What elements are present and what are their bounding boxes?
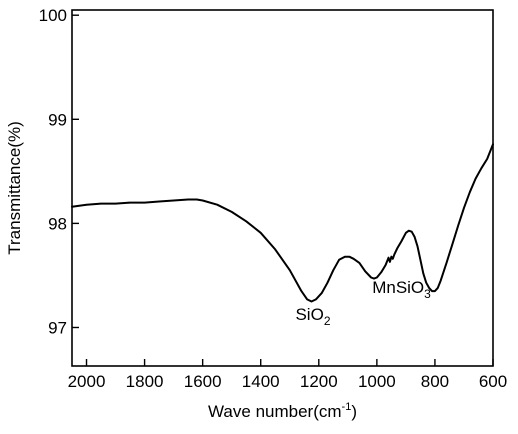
x-tick-label: 2000 [68,372,106,391]
tick-marks [72,14,494,366]
x-tick-label: 1200 [300,372,338,391]
y-tick-label: 97 [48,318,67,337]
mnsio3-peak-label: MnSiO3 [372,278,431,301]
plot-frame [71,9,494,367]
x-tick-label: 1000 [358,372,396,391]
axes [71,9,494,367]
y-axis-title: Transmittance(%) [5,121,24,255]
x-tick-label: 1600 [184,372,222,391]
y-tick-label: 99 [48,110,67,129]
sio2-peak-label: SiO2 [295,305,330,328]
x-axis-title-superscript: -1 [342,401,352,413]
series-line [71,143,494,303]
x-tick-label: 800 [421,372,449,391]
x-tick-label: 600 [479,372,507,391]
x-axis-title-text: Wave number(cm [208,402,342,421]
series-layer [71,143,494,303]
x-axis-title: Wave number(cm-1) [208,401,357,421]
annotations: SiO2 MnSiO3 [295,278,431,328]
y-tick-label: 98 [48,214,67,233]
y-tick-label: 100 [39,6,67,25]
tick-labels: 2000 1800 1600 1400 1200 1000 800 600 97 98 99 100 [39,6,508,391]
x-tick-label: 1800 [126,372,164,391]
x-tick-label: 1400 [242,372,280,391]
x-axis-title-close: ) [351,402,357,421]
